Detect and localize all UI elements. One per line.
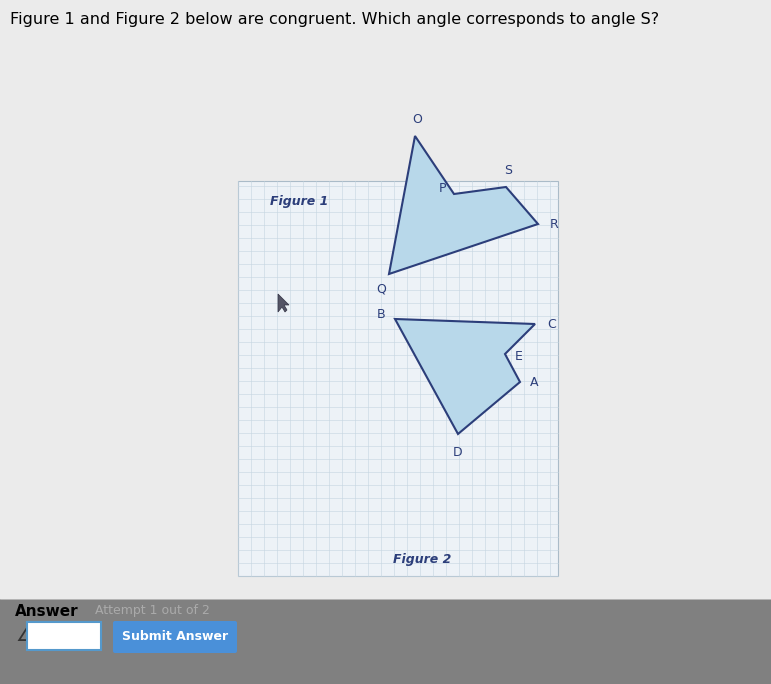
Text: Figure 1: Figure 1 <box>270 195 328 208</box>
Polygon shape <box>389 136 538 274</box>
Text: Figure 1 and Figure 2 below are congruent. Which angle corresponds to angle S?: Figure 1 and Figure 2 below are congruen… <box>10 12 659 27</box>
Polygon shape <box>395 319 535 434</box>
FancyBboxPatch shape <box>238 181 558 576</box>
Text: R: R <box>550 218 559 231</box>
Text: P: P <box>439 181 446 194</box>
Text: O: O <box>412 113 422 126</box>
Text: A: A <box>530 376 538 389</box>
Text: S: S <box>504 164 512 177</box>
Text: Submit Answer: Submit Answer <box>122 631 228 644</box>
Text: Answer: Answer <box>15 604 79 619</box>
Text: Attempt 1 out of 2: Attempt 1 out of 2 <box>95 604 210 617</box>
Text: E: E <box>515 350 523 363</box>
Text: D: D <box>453 446 463 459</box>
FancyBboxPatch shape <box>27 622 101 650</box>
Text: B: B <box>376 308 385 321</box>
Text: Q: Q <box>376 282 386 295</box>
Polygon shape <box>278 294 289 312</box>
FancyBboxPatch shape <box>113 621 237 653</box>
FancyBboxPatch shape <box>0 599 771 684</box>
Text: Figure 2: Figure 2 <box>393 553 451 566</box>
Text: C: C <box>547 317 556 330</box>
Text: ∠: ∠ <box>15 627 31 645</box>
FancyBboxPatch shape <box>0 0 771 599</box>
